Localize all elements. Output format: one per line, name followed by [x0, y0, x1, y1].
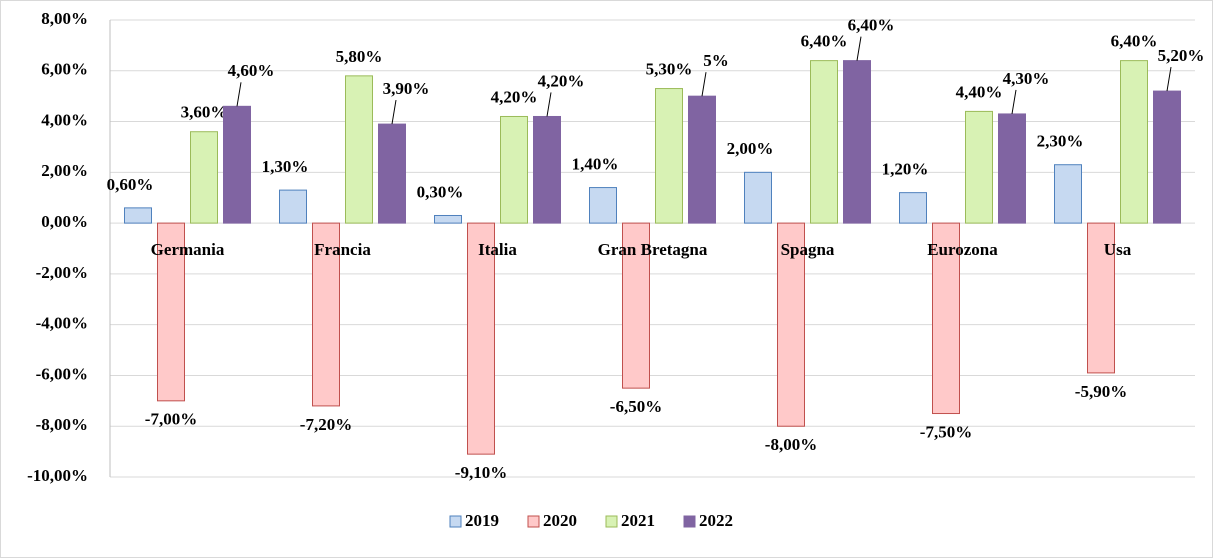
leader-line [1011, 89, 1017, 115]
bar [932, 222, 960, 415]
value-label: 6,40% [1111, 32, 1158, 51]
bar [378, 123, 406, 224]
value-label: 5% [703, 51, 729, 70]
leader-line [856, 36, 862, 61]
value-label: 6,40% [848, 16, 895, 35]
bar [124, 207, 152, 224]
bar [589, 187, 617, 224]
bar [998, 113, 1026, 224]
value-label: 1,20% [882, 160, 929, 179]
bar [744, 171, 772, 224]
y-tick-label: 6,00% [41, 60, 88, 79]
bar [345, 75, 373, 224]
legend-label: 2020 [543, 511, 577, 530]
y-tick-label: -8,00% [36, 415, 88, 434]
value-label: 1,30% [262, 157, 309, 176]
bar [1087, 222, 1115, 374]
leader-line [701, 72, 707, 97]
value-label: 6,40% [801, 32, 848, 51]
value-label: 2,00% [727, 139, 774, 158]
value-label: 2,30% [1037, 132, 1084, 151]
value-label: -7,20% [300, 415, 352, 434]
bar [843, 60, 871, 224]
x-tick-label: Italia [478, 240, 517, 259]
y-tick-label: 4,00% [41, 110, 88, 129]
x-tick-label: Francia [314, 240, 371, 259]
value-label: 5,30% [646, 59, 693, 78]
value-label: 0,30% [417, 182, 464, 201]
value-label: 4,30% [1003, 69, 1050, 88]
x-tick-label: Spagna [781, 240, 835, 259]
bar [1153, 90, 1181, 224]
value-label: 1,40% [572, 154, 619, 173]
legend-label: 2019 [465, 511, 499, 530]
y-tick-label: 8,00% [41, 9, 88, 28]
bar [899, 192, 927, 224]
value-label: -8,00% [765, 435, 817, 454]
bar [1120, 60, 1148, 224]
legend-label: 2022 [699, 511, 733, 530]
bar [810, 60, 838, 224]
legend-swatch [605, 515, 618, 528]
y-tick-label: -4,00% [36, 314, 88, 333]
bar [467, 222, 495, 455]
bar [1054, 164, 1082, 224]
x-tick-label: Usa [1104, 240, 1132, 259]
value-label: -7,50% [920, 422, 972, 441]
legend-swatch [527, 515, 540, 528]
x-tick-label: Germania [151, 240, 225, 259]
y-tick-label: -10,00% [27, 466, 88, 485]
bar [533, 115, 561, 224]
legend-swatch [449, 515, 462, 528]
bar [157, 222, 185, 402]
y-tick-label: 0,00% [41, 212, 88, 231]
legend-label: 2021 [621, 511, 655, 530]
value-label: 4,20% [491, 87, 538, 106]
value-label: 5,20% [1158, 46, 1205, 65]
value-label: 4,20% [538, 71, 585, 90]
bar [500, 115, 528, 224]
value-label: 0,60% [107, 175, 154, 194]
leader-line [236, 82, 242, 107]
x-tick-label: Gran Bretagna [598, 240, 708, 259]
y-tick-label: 2,00% [41, 161, 88, 180]
bar [965, 110, 993, 224]
bar [312, 222, 340, 407]
bar [434, 214, 462, 224]
bar [279, 189, 307, 224]
bar [622, 222, 650, 389]
value-label: 4,60% [228, 61, 275, 80]
value-label: -6,50% [610, 397, 662, 416]
value-label: 3,90% [383, 79, 430, 98]
value-label: 5,80% [336, 47, 383, 66]
bar [190, 131, 218, 224]
value-label: -9,10% [455, 463, 507, 482]
x-tick-label: Eurozona [927, 240, 998, 259]
bar [223, 105, 251, 224]
value-label: 3,60% [181, 103, 228, 122]
bar [655, 88, 683, 224]
value-label: -7,00% [145, 410, 197, 429]
leader-line [546, 92, 552, 117]
leader-line [1166, 67, 1172, 92]
legend-swatch [683, 515, 696, 528]
bar [688, 95, 716, 224]
value-label: -5,90% [1075, 382, 1127, 401]
leader-line [391, 100, 397, 125]
y-tick-label: -6,00% [36, 364, 88, 383]
bar [777, 222, 805, 427]
value-label: 4,40% [956, 82, 1003, 101]
y-tick-label: -2,00% [36, 263, 88, 282]
